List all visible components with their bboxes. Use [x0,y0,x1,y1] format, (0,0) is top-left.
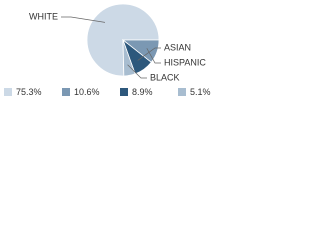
leader-line [137,47,161,61]
pie-slice [86,3,160,77]
legend-swatch [120,88,128,96]
page: {"chart_data": {"type": "pie", "categori… [0,0,240,100]
legend-label: 75.3% [16,87,42,97]
slice-label: ASIAN [164,42,191,52]
slice-label: BLACK [150,72,180,82]
legend-swatch [62,88,70,96]
leader-line [146,48,161,64]
pie-slice [122,39,136,77]
legend-label: 5.1% [190,87,211,97]
legend-swatch [4,88,12,96]
chart: WHITE HISPANIC ASIAN BLACK 75.3% 10.6% 8.9% 5.1… [4,3,211,97]
legend-label: 8.9% [132,87,153,97]
leader-line [61,16,106,23]
slice-label: WHITE [29,11,58,21]
leader-line [127,64,147,79]
legend-swatch [178,88,186,96]
legend-label: 10.6% [74,87,100,97]
slice-label: HISPANIC [164,57,206,67]
